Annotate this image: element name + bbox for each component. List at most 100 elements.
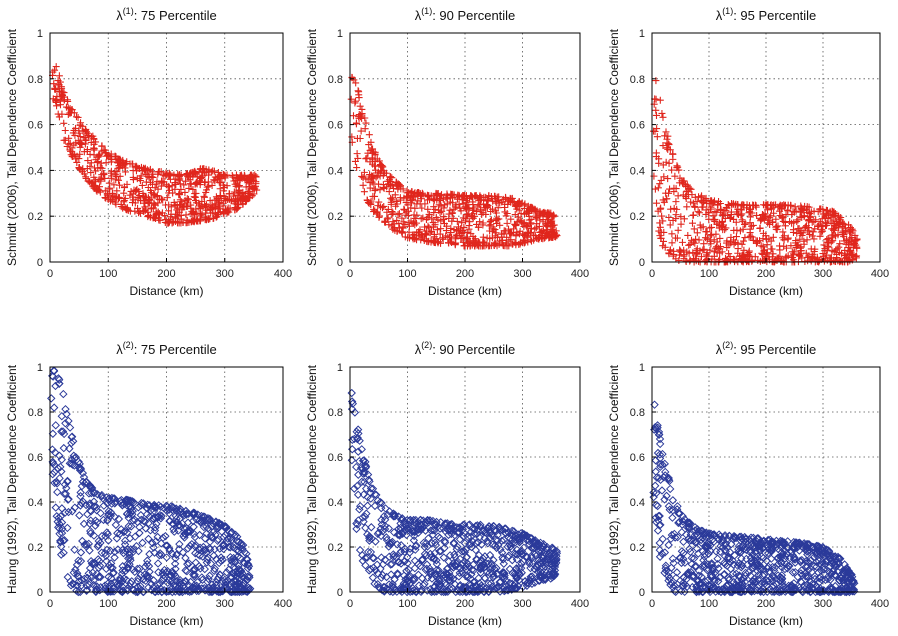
data-point [492,563,501,573]
title-symbol: λ [116,8,123,23]
data-point [54,379,64,388]
data-point [171,581,181,590]
data-point [748,233,756,241]
title-text: : 90 Percentile [432,8,515,23]
data-point [549,558,559,568]
data-point [713,208,721,216]
data-point [238,540,248,550]
data-point [776,207,784,215]
data-point [176,180,184,188]
data-point [141,576,150,586]
data-point [683,188,691,196]
data-point [61,127,69,135]
data-point [691,202,699,210]
data-point [354,447,363,456]
data-point [479,587,489,597]
data-point [78,477,88,486]
data-point [512,239,520,247]
data-point [202,209,210,217]
data-point [430,582,439,592]
data-point [59,548,68,558]
data-point [660,228,668,236]
data-point [198,173,206,181]
data-point [74,463,84,472]
data-point [544,219,552,227]
data-point [161,212,169,220]
data-point [110,192,118,200]
data-point [652,153,660,161]
data-point [89,497,99,506]
data-point [764,201,772,209]
data-point [483,201,491,209]
y-tick-label: 1 [337,362,343,374]
data-point [471,242,479,250]
data-point [185,195,193,203]
data-point [74,587,83,597]
data-point [201,545,210,555]
x-tick-label: 300 [513,598,531,610]
data-point [68,507,77,516]
data-point [124,521,133,531]
data-point [76,488,85,497]
data-point [441,572,450,582]
data-point [393,570,402,579]
data-point [407,196,415,204]
data-point [676,174,684,182]
data-point [524,233,532,241]
data-point [59,443,69,453]
data-point [63,523,72,533]
data-point [114,514,124,524]
data-point [689,199,697,207]
data-point [655,552,665,561]
data-point [463,532,473,542]
data-point [175,575,185,585]
data-point [135,528,144,538]
data-point [56,462,65,472]
title-superscript: (1) [421,6,432,16]
data-point [55,529,64,539]
data-point [707,205,715,213]
data-point [732,233,740,241]
data-point [107,174,115,182]
data-point [674,192,682,200]
data-point [522,531,531,541]
data-point [683,181,691,189]
data-point [86,529,95,538]
data-point [661,561,671,570]
data-point [112,176,120,184]
data-point [78,122,86,130]
data-point [519,239,527,247]
data-point [457,207,465,215]
data-point [65,423,75,432]
data-point [515,206,523,214]
data-point [703,585,713,594]
data-point [694,208,702,216]
data-point [93,186,101,194]
data-point [466,539,476,549]
data-point [515,535,524,545]
data-point [144,208,152,216]
data-point [87,138,95,146]
data-point [655,521,664,530]
data-point [60,480,70,489]
data-point [165,570,174,580]
data-point [360,512,370,521]
data-point [54,513,63,523]
data-point [191,582,200,591]
data-point [235,584,245,594]
data-point [347,388,356,398]
data-point [669,150,677,158]
data-point [151,537,161,546]
data-point [162,553,171,562]
data-point [177,185,185,193]
data-point [436,197,444,205]
data-point [92,506,101,515]
data-point [677,248,685,256]
data-point [666,185,674,193]
data-point [464,201,472,209]
data-point [513,535,523,544]
data-point [146,165,154,173]
data-point [439,235,447,243]
data-point [741,535,751,544]
data-point [711,244,719,252]
